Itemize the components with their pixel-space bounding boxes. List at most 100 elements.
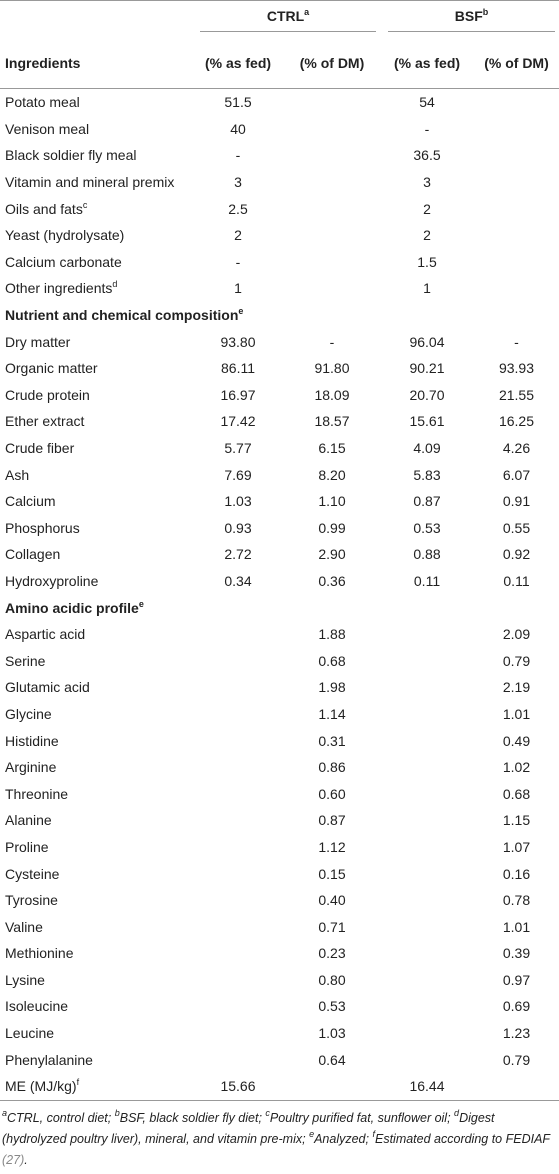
label-text: Leucine: [5, 1025, 55, 1042]
cell: 20.70: [409, 386, 445, 403]
data-row: Potato meal 51.5 54: [0, 89, 559, 116]
cell: -: [235, 253, 241, 270]
superscript: b: [482, 7, 489, 17]
cell: 1.14: [318, 705, 346, 722]
cell: [192, 807, 284, 834]
cell: 0.92: [502, 546, 531, 563]
label-text: Ether extract: [5, 413, 85, 430]
cell: [192, 940, 284, 967]
cell: 0.88: [413, 546, 441, 563]
superscript: e: [309, 1128, 315, 1139]
label-text: Isoleucine: [5, 998, 69, 1015]
cell: [474, 249, 559, 276]
data-row: Tyrosine 0.40 0.78: [0, 887, 559, 914]
data-row: Crude protein 16.97 18.09 20.70 21.55: [0, 382, 559, 409]
cell: 0.69: [502, 998, 531, 1015]
cell: [284, 1072, 380, 1101]
cell: [380, 621, 474, 648]
cell: 0.87: [318, 812, 346, 829]
row-label: Calcium carbonate: [0, 249, 192, 276]
cell: 0.53: [413, 519, 441, 536]
data-row: Yeast (hydrolysate) 2 2: [0, 222, 559, 249]
row-label: Methionine: [0, 940, 192, 967]
cell: 15.66: [192, 1072, 284, 1101]
cell: [474, 275, 559, 302]
superscript: c: [82, 199, 88, 210]
row-label: Arginine: [0, 754, 192, 781]
superscript: c: [265, 1107, 270, 1118]
label-text: Threonine: [5, 785, 69, 802]
cell: 4.26: [502, 440, 531, 457]
superscript: f: [372, 1128, 375, 1139]
row-label: Oils and fatsc: [0, 195, 192, 222]
cell: 5.83: [413, 466, 441, 483]
cell: [192, 887, 284, 914]
cell: 0.34: [224, 572, 252, 589]
row-label: Calcium: [0, 488, 192, 515]
section-row: Amino acidic profilee: [0, 594, 559, 621]
label-text: Black soldier fly meal: [5, 147, 137, 164]
cell: 0.80: [318, 971, 346, 988]
superscript: a: [2, 1107, 8, 1118]
cell: 1.03: [318, 1025, 346, 1042]
group-header: CTRLa: [192, 0, 380, 38]
cell: 0.11: [413, 572, 441, 589]
footnotes: aCTRL, control diet; bBSF, black soldier…: [0, 1101, 559, 1171]
column-header: (% as fed): [192, 38, 284, 89]
cell: [284, 249, 380, 276]
cell: 1.07: [502, 838, 531, 855]
row-label: Organic matter: [0, 355, 192, 382]
cell: 1.01: [502, 705, 531, 722]
row-label: Leucine: [0, 1020, 192, 1047]
cell: 2: [234, 227, 242, 244]
data-row: Vitamin and mineral premix 3 3: [0, 169, 559, 196]
label-text: Dry matter: [5, 333, 71, 350]
label-text: Cysteine: [5, 865, 60, 882]
cell: 0.79: [502, 1051, 531, 1068]
label-text: Proline: [5, 838, 49, 855]
cell: 3: [234, 174, 242, 191]
label-text: ME (MJ/kg): [5, 1078, 77, 1095]
column-header: (% of DM): [284, 38, 380, 89]
data-row: Hydroxyproline 0.34 0.36 0.11 0.11: [0, 568, 559, 595]
label-text: Crude fiber: [5, 440, 75, 457]
data-row: Serine 0.68 0.79: [0, 647, 559, 674]
cell: 2: [423, 227, 431, 244]
column-header: (% of DM): [474, 38, 559, 89]
footnote: bBSF, black soldier fly diet;: [114, 1107, 262, 1125]
superscript: b: [114, 1107, 120, 1118]
cell: 0.53: [318, 998, 346, 1015]
row-label: Collagen: [0, 541, 192, 568]
cell: [192, 674, 284, 701]
column-header: (% as fed): [380, 38, 474, 89]
cell: 3: [423, 174, 431, 191]
data-row: Lysine 0.80 0.97: [0, 967, 559, 994]
cell: [380, 1020, 474, 1047]
row-label: Isoleucine: [0, 993, 192, 1020]
row-label: Dry matter: [0, 328, 192, 355]
label-text: Other ingredients: [5, 280, 113, 297]
section-header: Nutrient and chemical compositione: [0, 302, 559, 329]
label-text: Organic matter: [5, 360, 98, 377]
footnote-text: Estimated according to FEDIAF: [374, 1131, 550, 1146]
footnote-text: Poultry purified fat, sunflower oil;: [269, 1110, 451, 1125]
cell: 1.10: [318, 493, 346, 510]
cell: [380, 727, 474, 754]
cell: [192, 647, 284, 674]
row-label: Black soldier fly meal: [0, 142, 192, 169]
cell: [474, 142, 559, 169]
cell: [380, 860, 474, 887]
data-row: Isoleucine 0.53 0.69: [0, 993, 559, 1020]
cell: 93.80: [220, 333, 256, 350]
label-text: Serine: [5, 652, 46, 669]
footnote: fEstimated according to FEDIAF (27).: [2, 1128, 550, 1167]
cell: [192, 727, 284, 754]
cell: 0.23: [318, 945, 346, 962]
row-label: Tyrosine: [0, 887, 192, 914]
label-text: Glycine: [5, 705, 52, 722]
cell: [380, 807, 474, 834]
cell: [474, 195, 559, 222]
superscript: e: [138, 598, 144, 609]
cell: [284, 89, 380, 116]
